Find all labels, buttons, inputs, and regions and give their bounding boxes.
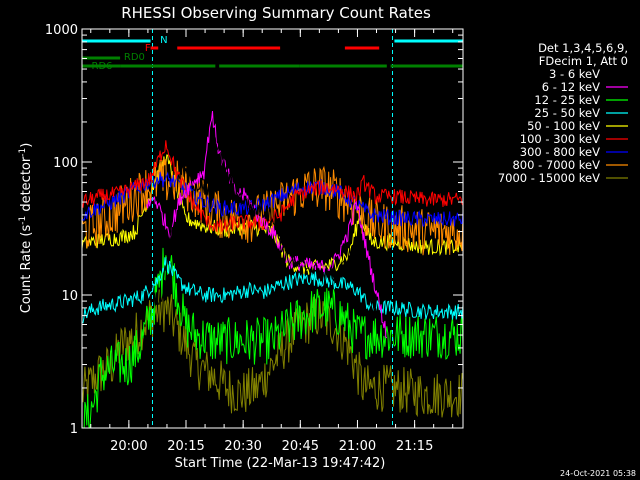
chart-title: RHESSI Observing Summary Count Rates (121, 4, 431, 22)
legend-label-3: 12 - 25 keV (534, 93, 600, 107)
y-axis-label: Count Rate (s-1 detector-1) (18, 143, 34, 314)
legend-label-6: 100 - 300 keV (520, 132, 600, 146)
plot-frame (81, 28, 464, 429)
flag-label-n: N (160, 35, 167, 46)
flag-label-f: F (145, 43, 151, 54)
footer-timestamp: 24-Oct-2021 05:38 (560, 469, 636, 478)
legend-label-9: 7000 - 15000 keV (498, 171, 600, 185)
legend: Det 1,3,4,5,6,9, FDecim 1, Att 0 3 - 6 k… (498, 41, 628, 185)
series-line-6-12-kev (146, 110, 388, 339)
legend-label-4: 25 - 50 keV (534, 106, 600, 120)
y-axis: 1 10 100 1000 (45, 23, 463, 437)
series-line-7000-15000-kev (82, 289, 463, 418)
x-tick-label: 20:45 (282, 439, 319, 454)
x-tick-label: 21:00 (339, 439, 376, 454)
legend-label-5: 50 - 100 keV (527, 119, 600, 133)
series-line-100-300-kev (82, 140, 463, 233)
legend-label-2: 6 - 12 keV (542, 80, 600, 94)
legend-label-8: 800 - 7000 keV (512, 158, 600, 172)
series-line-3-6-kev (150, 137, 380, 333)
x-axis-label: Start Time (22-Mar-13 19:47:42) (175, 456, 386, 471)
y-tick-label: 10 (61, 289, 78, 304)
series-line-25-50-kev (82, 256, 463, 324)
x-tick-label: 20:00 (110, 439, 147, 454)
y-tick-label: 1000 (45, 23, 78, 38)
legend-header-line-1: Det 1,3,4,5,6,9, (538, 41, 628, 55)
x-tick-label: 20:30 (224, 439, 261, 454)
flag-label-rd6: RD6 (92, 61, 113, 72)
flag-label-rd0: RD0 (124, 52, 145, 63)
series-line-12-25-kev (83, 247, 463, 428)
legend-label-7: 300 - 800 keV (520, 145, 600, 159)
y-tick-label: 1 (70, 422, 78, 437)
legend-header-line-2: FDecim 1, Att 0 (539, 54, 628, 68)
x-tick-label: 20:15 (167, 439, 204, 454)
x-axis: 20:00 20:15 20:30 20:45 21:00 21:15 (90, 29, 454, 454)
series-line-300-800-kev (82, 171, 463, 227)
legend-label-1: 3 - 6 keV (549, 67, 600, 81)
y-tick-label: 100 (53, 156, 78, 171)
x-tick-label: 21:15 (396, 439, 433, 454)
